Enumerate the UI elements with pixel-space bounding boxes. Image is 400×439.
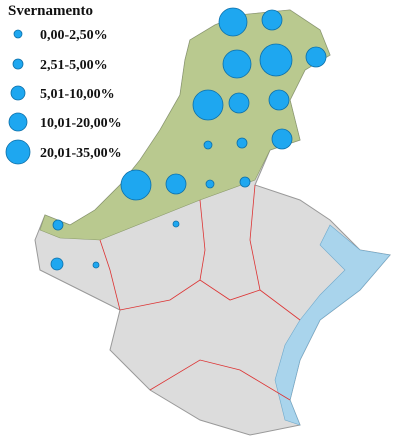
circle — [239, 176, 251, 188]
circle — [271, 128, 293, 150]
legend-symbol — [13, 29, 23, 39]
border — [149, 359, 291, 401]
circle — [192, 89, 224, 121]
province-borders — [99, 184, 301, 401]
legend-symbol — [8, 112, 28, 132]
circle — [259, 43, 293, 77]
circle — [92, 261, 100, 269]
circle — [50, 257, 64, 271]
legend-symbol — [10, 85, 26, 101]
legend-label: 5,01-10,00% — [40, 87, 115, 102]
circle — [305, 46, 327, 68]
circle — [120, 169, 152, 201]
legend: Svernamento 0,00-2,50% 2,51-5,00% 5,01-1… — [5, 3, 122, 165]
circles — [50, 7, 327, 271]
circle — [52, 219, 64, 231]
border — [99, 239, 121, 311]
region-mountains — [39, 9, 331, 241]
circle — [203, 140, 213, 150]
circle — [261, 9, 283, 31]
circle — [205, 179, 215, 189]
legend-symbol — [5, 139, 31, 165]
circle — [172, 220, 180, 228]
circle — [218, 7, 248, 37]
circle — [268, 89, 290, 111]
legend-title: Svernamento — [8, 3, 93, 19]
circle — [228, 92, 250, 114]
circle — [236, 137, 248, 149]
border — [119, 279, 301, 321]
border — [199, 199, 206, 281]
legend-symbol — [12, 58, 24, 70]
legend-label: 0,00-2,50% — [40, 28, 108, 43]
lagoon — [274, 224, 391, 426]
legend-label: 20,01-35,00% — [40, 146, 122, 161]
circle — [165, 173, 187, 195]
legend-label: 10,01-20,00% — [40, 116, 122, 131]
border — [249, 184, 261, 291]
legend-label: 2,51-5,00% — [40, 58, 108, 73]
circle — [222, 49, 252, 79]
